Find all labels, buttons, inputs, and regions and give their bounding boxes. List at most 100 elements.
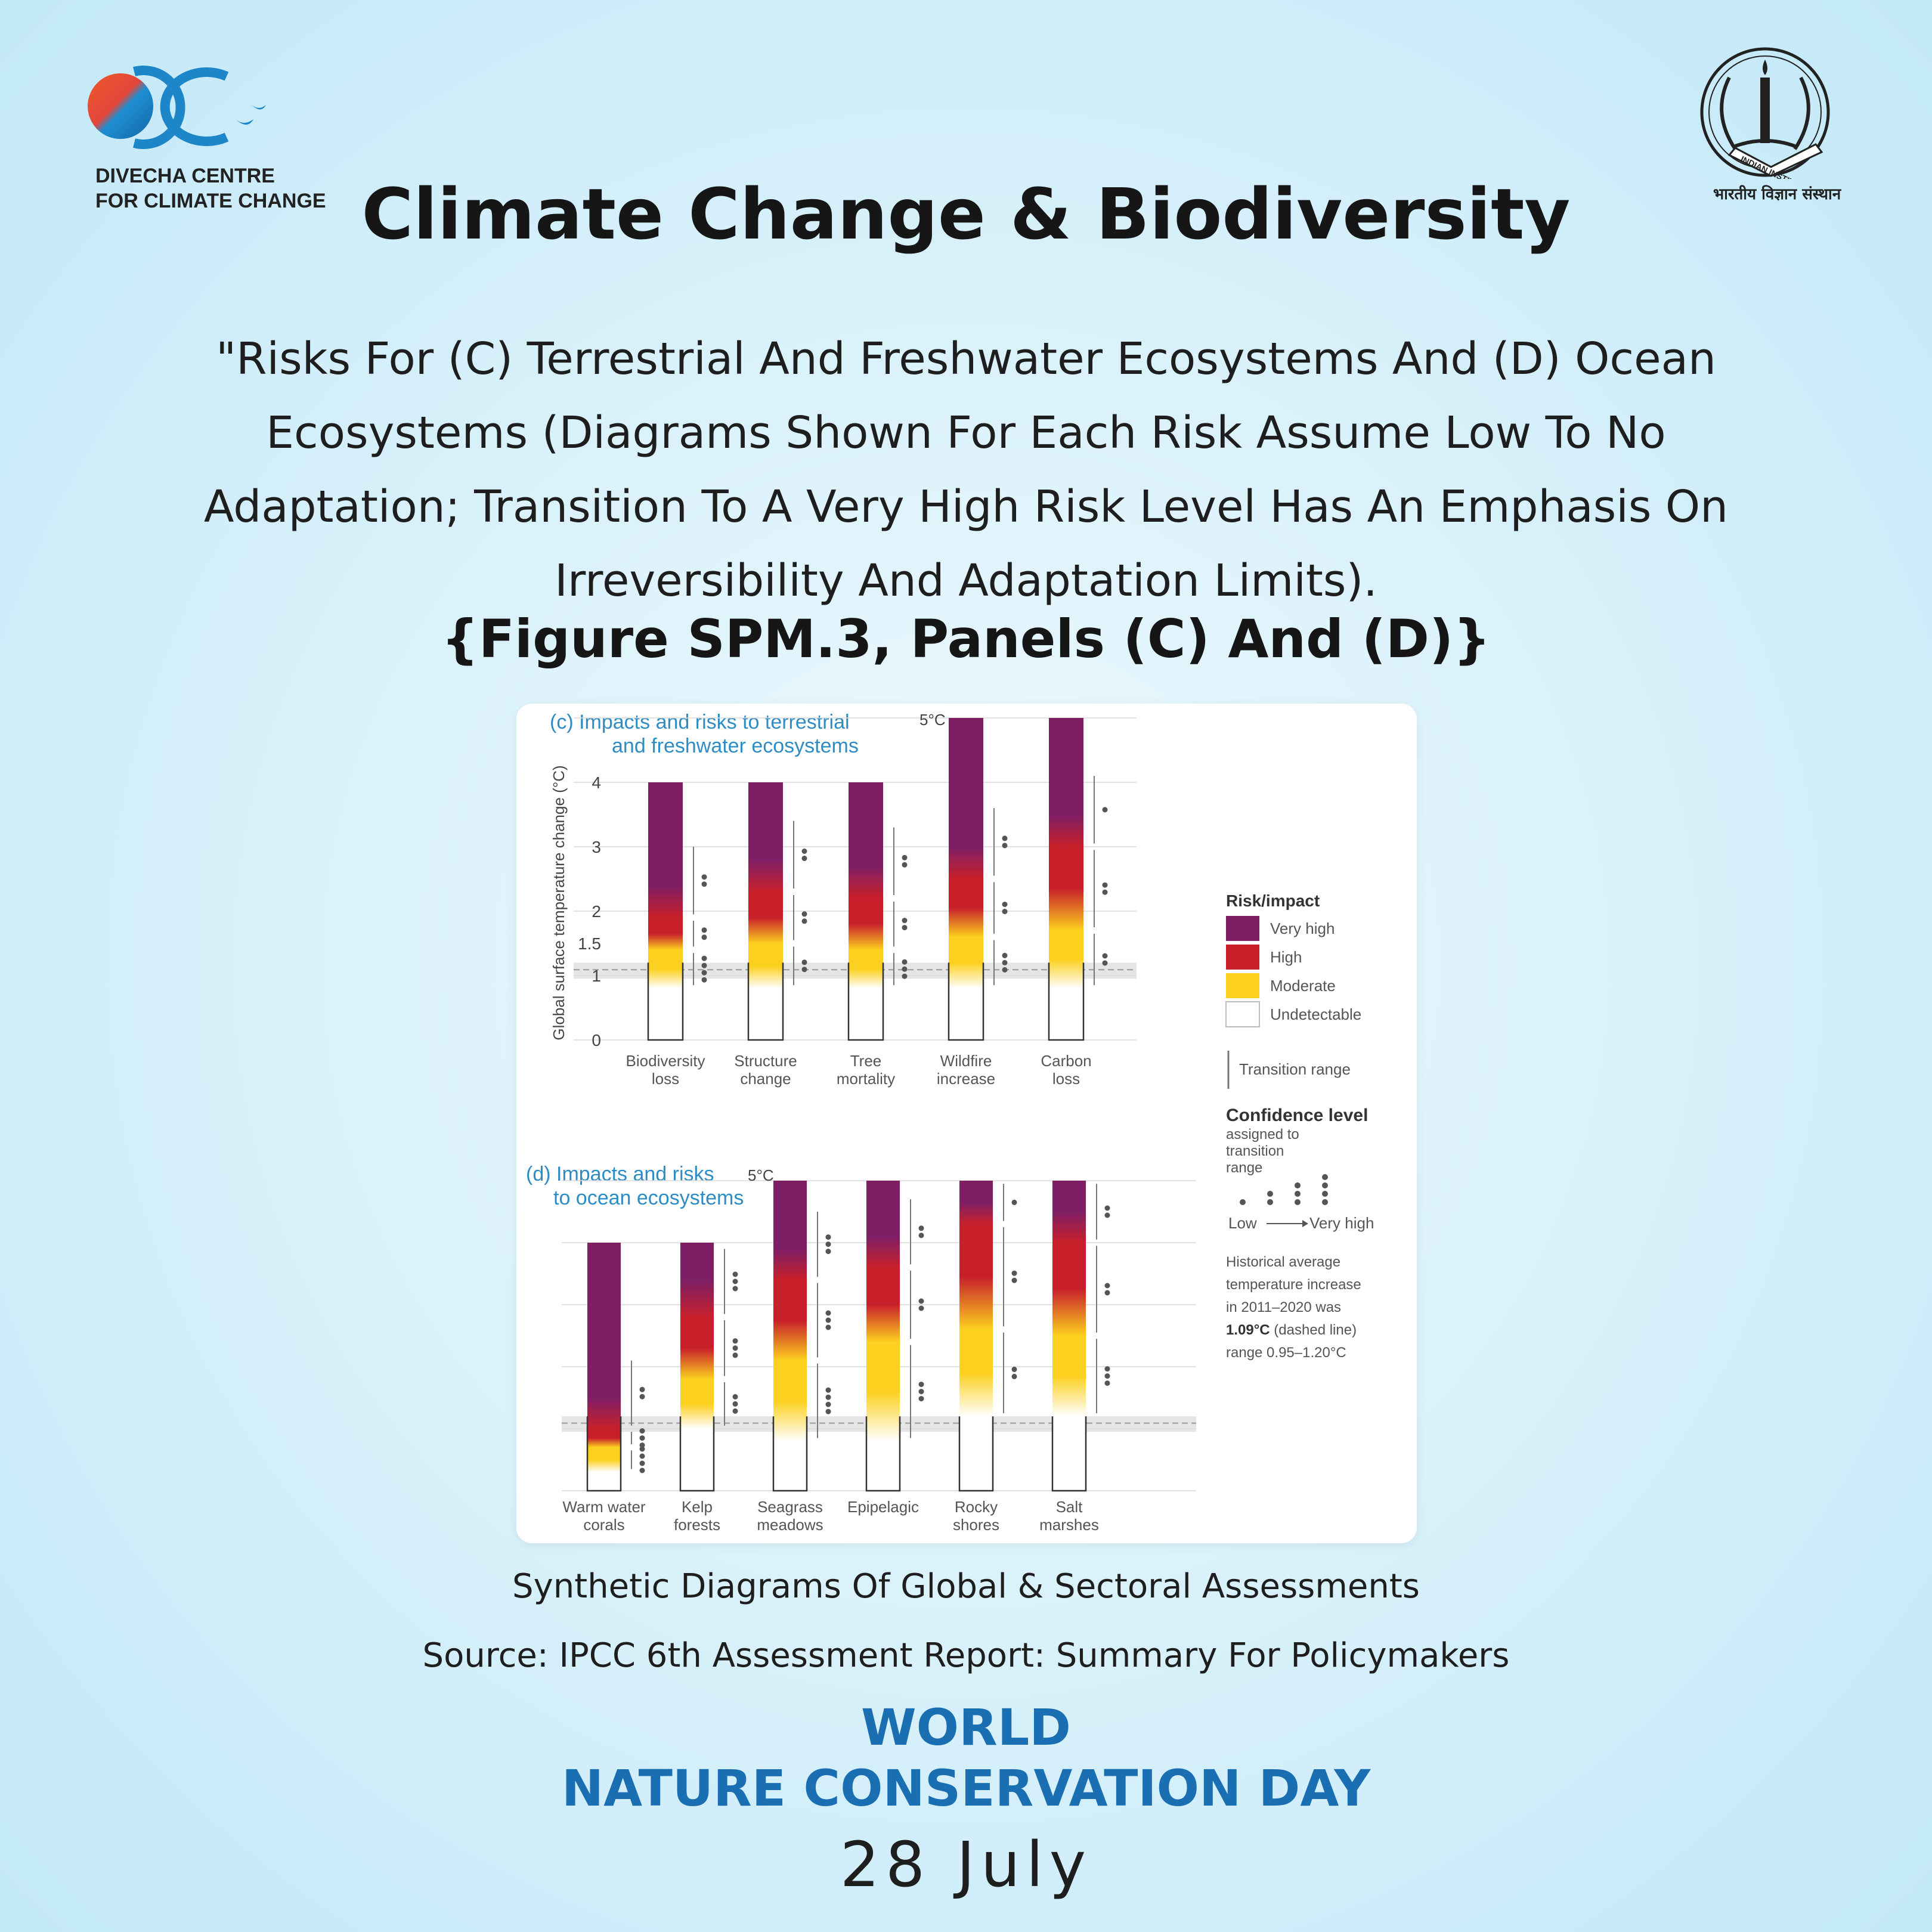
confidence-dot [902,925,908,931]
confidence-dot [701,927,707,933]
confidence-dot [1102,953,1108,959]
legend-very-high-label: Very high [1309,1214,1374,1232]
legend-item-label: Very high [1270,919,1335,937]
page-title: Climate Change & Biodiversity [361,173,1571,255]
confidence-dot [1002,843,1008,849]
confidence-dot [902,973,908,979]
risk-bar [773,1181,807,1491]
confidence-dot [732,1338,738,1344]
risk-bar [587,1243,621,1491]
legend-item-label: Moderate [1270,977,1336,995]
legend-historical-line: temperature increase [1226,1277,1361,1293]
confidence-dot [801,856,807,861]
confidence-dot [918,1396,924,1402]
confidence-dot [918,1305,924,1311]
bar-outline [647,962,684,1041]
legend-swatch [1226,973,1259,998]
iisc-logo: INDIAN INSTITUTE OF SCIENCE भारतीय विज्ञ… [1688,42,1866,216]
bar-outline [1048,962,1085,1041]
confidence-dot [825,1241,831,1247]
legend-swatch [1225,1001,1260,1027]
category-label-line1: Biodiversity [626,1052,705,1070]
confidence-dot [732,1271,738,1277]
bar-outline [772,1416,808,1492]
confidence-dot [639,1435,645,1441]
risk-bar [866,1181,900,1491]
confidence-dot [1002,952,1008,958]
confidence-dot [639,1453,645,1459]
legend-hist-value-rest: (dashed line) [1270,1322,1357,1338]
confidence-dot [902,918,908,924]
confidence-dot [1104,1283,1110,1289]
category-label-line2: shores [953,1516,999,1534]
y-tick-label: 2 [592,902,601,921]
confidence-dot [732,1345,738,1351]
confidence-dot [825,1394,831,1400]
confidence-dot [639,1467,645,1473]
confidence-dot [902,854,908,860]
legend-historical-line: Historical average [1226,1254,1340,1270]
confidence-dot [825,1401,831,1407]
legend-low-label: Low [1228,1214,1257,1232]
legend-confidence-dot [1295,1199,1301,1205]
category-label-line1: Warm water [562,1498,645,1516]
category-label-line1: Tree [850,1052,882,1070]
risk-bar [959,1181,993,1491]
legend-confidence-sub: assigned to [1226,1126,1299,1143]
risk-bar [949,718,983,1040]
confidence-dot [825,1317,831,1323]
confidence-dot [1002,967,1008,973]
bar-outline [865,1416,901,1492]
confidence-dot [732,1278,738,1284]
confidence-dot [918,1233,924,1239]
confidence-dot [1102,960,1108,966]
confidence-dot [1002,909,1008,915]
panel-title-line2: and freshwater ecosystems [612,735,859,757]
bar-outline [586,1416,622,1492]
confidence-dot [801,849,807,854]
confidence-dot [825,1387,831,1393]
category-label-line1: Carbon [1041,1052,1091,1070]
confidence-dot [902,966,908,972]
legend-confidence-dot [1322,1191,1328,1197]
confidence-dot [1011,1366,1017,1372]
legend-confidence-dot [1240,1199,1246,1205]
confidence-dot [902,862,908,868]
top-5c-label: 5°C [748,1166,774,1184]
risk-bar [1052,1181,1086,1491]
confidence-dot [732,1352,738,1358]
risk-bar [680,1243,714,1491]
legend-confidence-sub: transition [1226,1143,1284,1159]
org-name-line1: DIVECHA CENTRE [95,165,275,187]
legend-item-label: Undetectable [1270,1005,1361,1023]
quote-text: "Risks For (C) Terrestrial And Freshwate… [203,333,1729,606]
confidence-dot [1102,889,1108,895]
confidence-dot [902,959,908,965]
confidence-dot [1011,1199,1017,1205]
category-label-line1: Epipelagic [847,1498,919,1516]
confidence-dot [1104,1373,1110,1379]
event-date: 28 July [840,1828,1092,1901]
confidence-dot [639,1460,645,1466]
confidence-dot [825,1408,831,1414]
confidence-dot [1011,1277,1017,1283]
confidence-dot [639,1386,645,1392]
category-label-line2: loss [1052,1070,1080,1088]
top-5c-label: 5°C [919,711,946,729]
category-label-line1: Rocky [955,1498,998,1516]
bar-outline [847,962,884,1041]
legend-historical-range: range 0.95–1.20°C [1226,1345,1346,1361]
legend-historical-value: 1.09°C (dashed line) [1226,1322,1357,1338]
risk-bar [648,782,683,1040]
divecha-logo-icon [88,66,266,149]
confidence-dot [801,918,807,924]
category-label-line1: Wildfire [940,1052,992,1070]
category-label-line2: loss [652,1070,679,1088]
chart-card: (c) Impacts and risks to terrestrial and … [516,704,1417,1543]
ipcc-risk-chart: (c) Impacts and risks to terrestrialand … [526,711,1374,1534]
confidence-dot [1102,807,1108,813]
iisc-hindi-name: भारतीय विज्ञान संस्थान [1713,185,1841,203]
legend-confidence-dot [1322,1174,1328,1180]
legend-arrow-head [1302,1220,1308,1227]
legend-confidence-dot [1295,1182,1301,1188]
